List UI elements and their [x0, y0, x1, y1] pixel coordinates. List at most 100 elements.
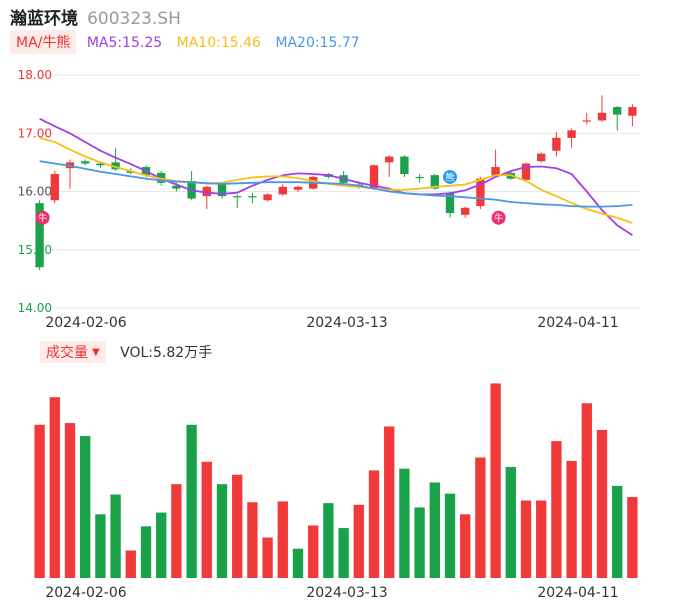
- candle-body: [172, 185, 181, 189]
- volume-bar: [490, 383, 501, 578]
- volume-bar: [247, 502, 258, 578]
- x-tick-label: 2024-02-06: [45, 315, 126, 331]
- x-tick-label: 2024-04-11: [537, 315, 618, 331]
- candle-body: [217, 184, 227, 197]
- volume-bar: [140, 526, 152, 578]
- candle-body: [50, 174, 59, 201]
- ma5-line: [39, 117, 633, 236]
- volume-toggle-button[interactable]: 成交量 ▼: [40, 341, 106, 363]
- marker-dot: [443, 169, 457, 184]
- volume-bars: [34, 383, 638, 578]
- ma20-line: [39, 160, 633, 208]
- candle-body: [476, 178, 485, 207]
- candle-body: [613, 107, 622, 115]
- volume-bar: [232, 474, 243, 578]
- volume-bar: [262, 537, 273, 578]
- marker-dot: [491, 210, 506, 225]
- stock-name: 瀚蓝环境: [10, 9, 78, 29]
- ma20-value: MA20:15.77: [275, 35, 360, 51]
- marker-label: 牛: [494, 212, 503, 224]
- candle-body: [369, 165, 379, 189]
- bull-bear-markers: 牛 熊牛: [35, 169, 506, 225]
- candle-body: [111, 162, 120, 170]
- volume-bar: [34, 424, 45, 578]
- candle-body: [552, 137, 561, 151]
- x-tick-label: 2024-03-13: [306, 315, 387, 331]
- y-tick-label: 17.00: [18, 126, 52, 140]
- volume-bar: [292, 548, 304, 578]
- price-date-axis: 2024-02-06 2024-03-13 2024-04-11: [45, 315, 618, 331]
- marker-label: 牛: [38, 212, 47, 224]
- bull-marker: 牛: [35, 210, 50, 225]
- volume-bar: [80, 435, 91, 578]
- ma-lines: [39, 117, 633, 236]
- candle-body: [81, 161, 90, 164]
- volume-bar: [171, 484, 182, 578]
- x-tick-label: 2024-04-11: [537, 585, 618, 601]
- candle-body: [445, 192, 455, 214]
- candle-body: [263, 194, 272, 201]
- volume-bar: [201, 461, 212, 578]
- volume-bar: [338, 528, 349, 578]
- marker-label: 熊: [445, 171, 454, 183]
- candle-body: [537, 153, 546, 162]
- candle-body: [202, 186, 211, 197]
- volume-bar: [551, 441, 562, 578]
- caret-down-icon: ▼: [92, 347, 100, 358]
- price-axis: 18.00 17.00 16.00 15.00 14.00: [18, 68, 52, 315]
- volume-bar: [444, 493, 456, 578]
- ma-legend: MA/牛熊 MA5:15.25 MA10:15.46 MA20:15.77: [10, 30, 370, 54]
- volume-bar: [64, 423, 76, 578]
- ma-toggle-button[interactable]: MA/牛熊: [10, 30, 77, 54]
- candle-body: [491, 167, 500, 176]
- volume-bar: [581, 403, 592, 578]
- y-tick-label: 14.00: [18, 301, 52, 315]
- volume-bar: [627, 497, 638, 578]
- volume-bar: [505, 466, 516, 578]
- y-tick-label: 15.00: [18, 243, 52, 257]
- ma5-value: MA5:15.25: [86, 35, 163, 51]
- candle-body: [35, 203, 44, 268]
- y-tick-label: 16.00: [18, 185, 52, 199]
- volume-bar: [429, 482, 440, 578]
- stock-code: 600323.SH: [87, 9, 181, 29]
- volume-bar: [384, 426, 395, 578]
- stock-header: 瀚蓝环境 600323.SH: [10, 4, 181, 29]
- volume-bar: [520, 500, 532, 578]
- volume-bar: [323, 503, 334, 578]
- volume-bar: [460, 514, 471, 578]
- volume-toggle-label: 成交量: [46, 345, 88, 361]
- candle-body: [96, 163, 105, 166]
- ma10-value: MA10:15.46: [176, 35, 261, 51]
- candle-body: [597, 112, 607, 121]
- volume-legend: 成交量 ▼ VOL:5.82万手: [40, 341, 212, 363]
- volume-bar: [95, 514, 106, 578]
- candle-body: [461, 207, 470, 215]
- volume-value: VOL:5.82万手: [120, 345, 213, 361]
- x-tick-label: 2024-02-06: [45, 585, 126, 601]
- volume-bar: [308, 525, 319, 578]
- bull-marker: 牛: [491, 210, 506, 225]
- volume-bar: [475, 457, 486, 578]
- volume-bar: [186, 424, 197, 578]
- candle-body: [385, 156, 394, 163]
- volume-bar: [368, 470, 380, 578]
- volume-date-axis: 2024-02-06 2024-03-13 2024-04-11: [45, 585, 618, 601]
- candle-body: [248, 196, 257, 198]
- candle-body: [233, 196, 242, 198]
- volume-bar: [596, 429, 608, 578]
- volume-bar: [566, 460, 577, 578]
- ma10-line: [39, 137, 633, 224]
- marker-dot: [35, 210, 50, 225]
- volume-bar: [536, 500, 547, 578]
- price-grid: [32, 74, 640, 309]
- candle-body: [293, 186, 303, 190]
- volume-bar: [353, 504, 364, 578]
- candle-body: [567, 130, 576, 138]
- candle-body: [278, 186, 287, 195]
- x-tick-label: 2024-03-13: [306, 585, 387, 601]
- volume-bar: [110, 494, 121, 578]
- candle-body: [521, 163, 531, 180]
- volume-bar: [156, 512, 167, 578]
